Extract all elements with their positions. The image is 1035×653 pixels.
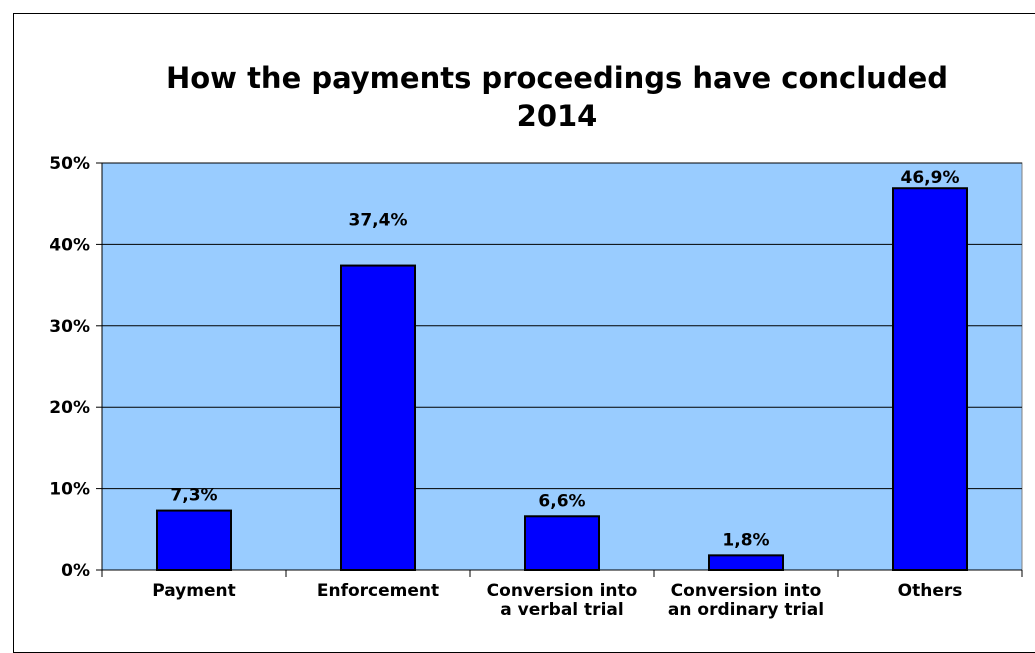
bars (156, 187, 968, 572)
y-tick-label: 10% (49, 480, 90, 500)
bar-chart: How the payments proceedings have conclu… (49, 61, 1023, 620)
data-label: 37,4% (349, 211, 408, 231)
x-category-label: Payment (152, 581, 236, 601)
chart-subtitle: 2014 (517, 99, 598, 133)
y-tick-label: 40% (49, 235, 90, 255)
plot-area (101, 162, 1023, 571)
gridlines (102, 162, 1022, 490)
bar (892, 187, 968, 571)
x-category-label: a verbal trial (500, 600, 623, 620)
x-category-label: an ordinary trial (668, 600, 824, 620)
chart-title: How the payments proceedings have conclu… (166, 61, 948, 95)
labels: 0% 10% 20% 30% 40% 50% 7,3% Payment 37,4% Enforce… (49, 154, 962, 620)
bar (156, 509, 232, 572)
data-label: 46,9% (901, 168, 960, 188)
y-tick-label: 20% (49, 398, 90, 418)
bar (340, 264, 416, 571)
x-category-label: Others (898, 581, 963, 601)
data-label: 7,3% (170, 486, 217, 506)
data-label: 6,6% (538, 491, 585, 511)
y-tick-label: 0% (61, 561, 90, 581)
x-category-label: Conversion into (671, 581, 822, 601)
bar (524, 515, 600, 571)
x-category-label: Enforcement (317, 581, 439, 601)
y-tick-label: 50% (49, 154, 90, 174)
axes (96, 162, 1023, 577)
data-label: 1,8% (722, 530, 769, 550)
y-tick-label: 30% (49, 317, 90, 337)
x-category-label: Conversion into (487, 581, 638, 601)
bar (708, 554, 784, 572)
